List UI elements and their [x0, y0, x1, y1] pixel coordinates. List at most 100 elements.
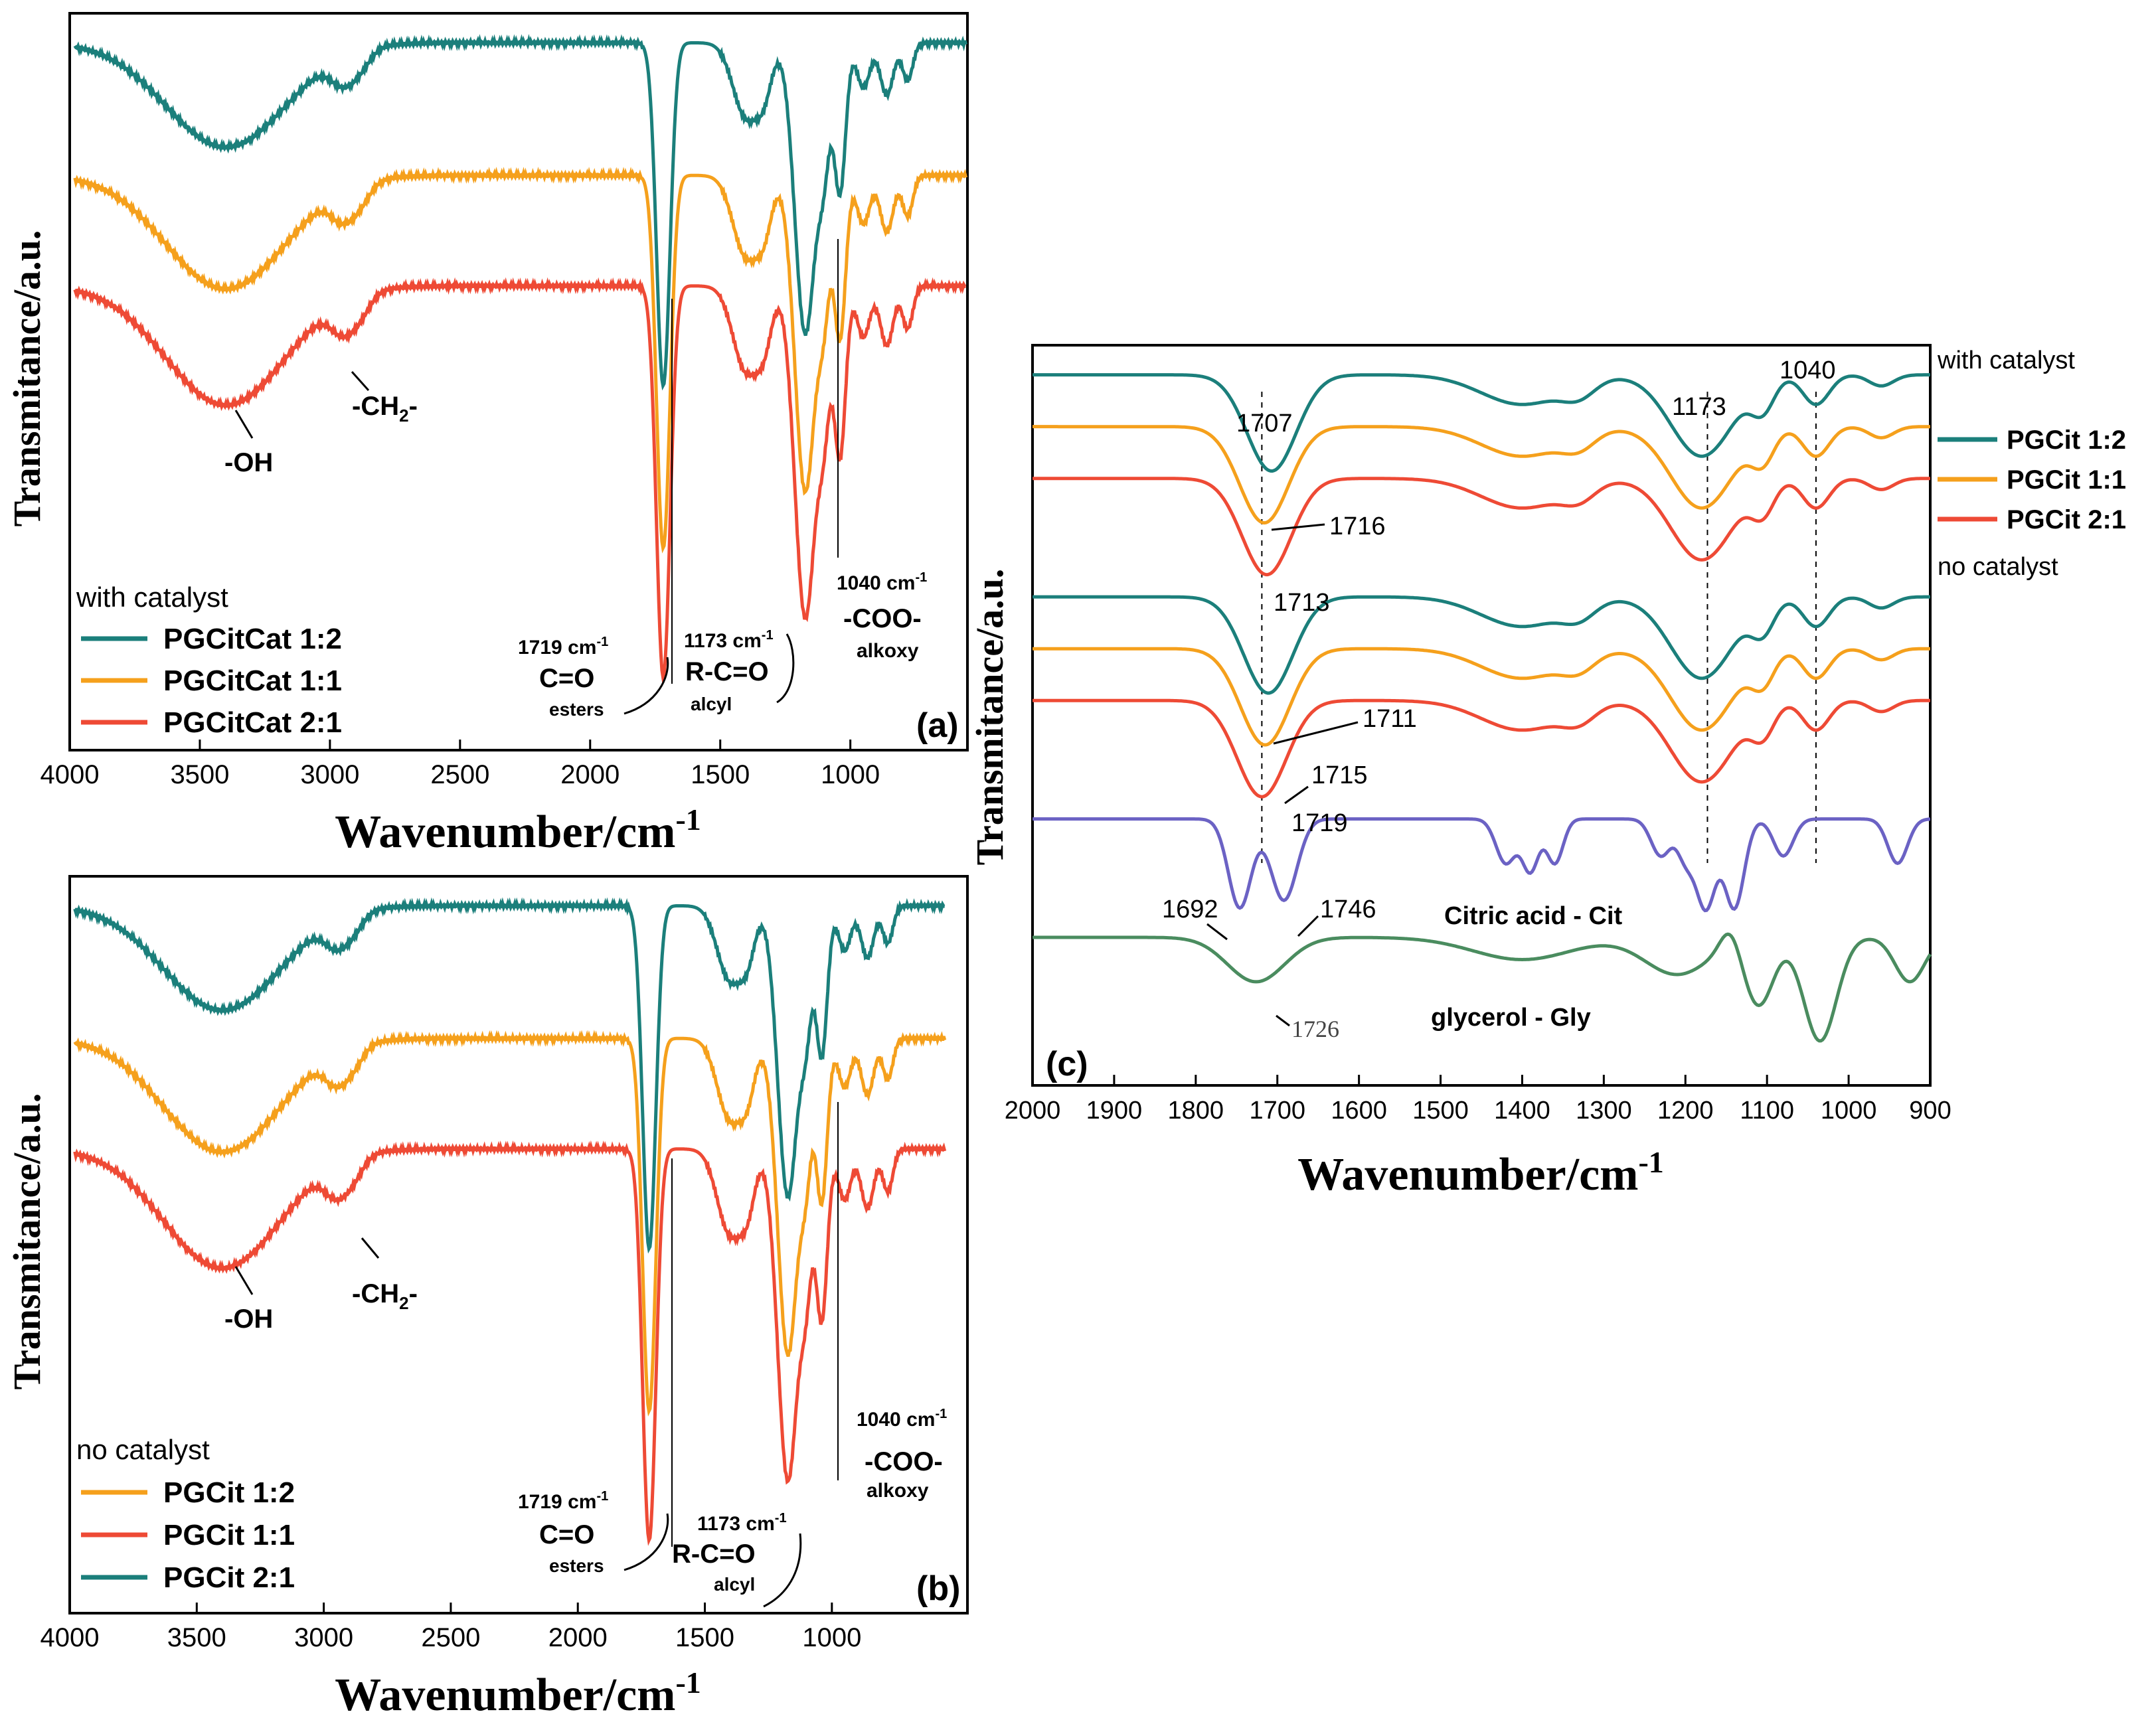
- panel-a-1173-label: 1173 cm-1: [684, 628, 774, 652]
- panel-b-legend-label-3: PGCit 2:1: [163, 1561, 295, 1594]
- panel-b-legend-3: PGCit 2:1: [81, 1561, 295, 1594]
- panel-a-legend-title: with catalyst: [76, 582, 228, 613]
- panel-b-legend-1: PGCit 1:2: [81, 1476, 295, 1509]
- panel-b-frame: [68, 875, 969, 1614]
- panel-b-1040-type: alkoxy: [867, 1480, 929, 1502]
- panel-c-x-tick-label-10: 1100: [1740, 1097, 1794, 1125]
- panel-a-series-line-2: [73, 167, 968, 554]
- panel-b-1040-label: 1040 cm-1: [857, 1407, 947, 1431]
- panel-c-guides: [1261, 392, 1817, 863]
- panel-c-series-line-8: [1033, 932, 1932, 1043]
- panel-b-series-line-1: [73, 1030, 947, 1417]
- panel-c-x-title: Wavenumber/cm-1: [1297, 1145, 1664, 1200]
- panel-c-series-line-2: [1033, 425, 1930, 525]
- panel-a-x-tick-label-1: 4000: [41, 760, 100, 789]
- panel-c-peak-1707: 1707: [1236, 410, 1293, 437]
- panel-b-series: [73, 897, 947, 1546]
- panel-c-x-tick-label-8: 1300: [1576, 1097, 1632, 1125]
- panel-c-x-tick-label-5: 1600: [1331, 1097, 1387, 1125]
- panel-b-1173-type: alcyl: [714, 1574, 755, 1595]
- panel-a-x-title: Wavenumber/cm-1: [335, 803, 701, 858]
- panel-b-y-title: Transmitance/a.u.: [5, 1093, 48, 1390]
- panel-c-peak-1716-arrow: [1271, 523, 1325, 531]
- panel-a-x-tick-label-5: 2000: [560, 760, 620, 789]
- panel-b: 4000 3500 3000 2500 2000 1500 1000 Transmitanc…: [5, 875, 969, 1721]
- panel-b-1173-arrow: [763, 1533, 802, 1608]
- panel-c-peak-1746: 1746: [1320, 896, 1376, 923]
- panel-a-series-line-3: [73, 277, 967, 683]
- panel-c-series-line-7: [1033, 817, 1931, 913]
- panel-b-x-tick-label-7: 1000: [802, 1623, 861, 1652]
- panel-c-x-tick-label-12: 900: [1909, 1097, 1951, 1125]
- panel-c-x-tick-label-11: 1000: [1821, 1097, 1877, 1125]
- panel-b-x-tick-label-5: 2000: [548, 1623, 608, 1652]
- panel-b-label: (b): [916, 1569, 960, 1608]
- panel-b-x-tick-label-2: 3500: [167, 1623, 226, 1652]
- panel-a-1173-type: alcyl: [691, 694, 732, 714]
- panel-c-peak-1711: 1711: [1363, 705, 1417, 733]
- panel-b-x-title: Wavenumber/cm-1: [335, 1666, 701, 1721]
- panel-c-peak-1713: 1713: [1274, 589, 1330, 617]
- panel-a-x-tick-label-7: 1000: [821, 760, 880, 789]
- panel-b-x-ticks: 4000 3500 3000 2500 2000 1500 1000: [41, 1603, 861, 1652]
- panel-c-legend-note: no catalyst: [1938, 553, 2058, 581]
- panel-b-legend-label-1: PGCit 1:2: [163, 1476, 295, 1509]
- panel-c-series-line-5: [1033, 647, 1930, 747]
- panel-a-x-tick-label-6: 1500: [691, 760, 750, 789]
- panel-a-x-tick-label-3: 3000: [300, 760, 359, 789]
- panel-c-peak-1692-arrow: [1206, 923, 1228, 941]
- panel-a-series: [73, 34, 968, 683]
- panel-a-1719-arrow: [623, 657, 669, 715]
- panel-a-1719-label: 1719 cm-1: [518, 635, 608, 659]
- panel-b-series-line-2: [73, 1140, 947, 1546]
- panel-c-x-tick-label-2: 1900: [1086, 1097, 1143, 1125]
- panel-c-legend-label-1: PGCit 1:2: [2007, 426, 2126, 455]
- panel-a-y-title: Transmitance/a.u.: [5, 230, 48, 527]
- panel-b-oh-label: -OH: [224, 1304, 273, 1334]
- panel-c-peak-1173: 1173: [1672, 393, 1726, 421]
- panel-c-peak-1716: 1716: [1329, 512, 1386, 540]
- panel-b-1719-arrow: [623, 1513, 669, 1571]
- panel-c-peak-1726: 1726: [1291, 1016, 1339, 1042]
- panel-c-legend-2: PGCit 1:1: [1938, 465, 2126, 495]
- panel-c-series-line-4: [1033, 595, 1930, 695]
- panel-c-peak-1726-arrow: [1276, 1014, 1290, 1027]
- panel-a-x-tick-label-4: 2500: [430, 760, 489, 789]
- panel-a-legend-label-3: PGCitCat 2:1: [163, 706, 342, 739]
- panel-a-x-tick-label-2: 3500: [170, 760, 229, 789]
- panel-b-oh-arrow: [234, 1266, 254, 1295]
- panel-b-legend-label-2: PGCit 1:1: [163, 1519, 295, 1551]
- panel-a-series-line-1: [73, 34, 968, 391]
- panel-a-ch2-label: -CH2-: [352, 392, 418, 426]
- panel-a-ch2-arrow: [351, 371, 370, 391]
- panel-b-series-line-3: [73, 897, 946, 1254]
- panel-c-x-tick-label-4: 1700: [1249, 1097, 1305, 1125]
- panel-c-legend-title: with catalyst: [1937, 347, 2075, 374]
- panel-c-peak-1715: 1715: [1311, 761, 1368, 789]
- panel-c-x-tick-label-1: 2000: [1005, 1097, 1061, 1125]
- panel-b-1719-type: esters: [549, 1555, 604, 1576]
- panel-c: 2000 1900 1800 1700 1600 1500 1400 1300 1200 1100…: [968, 344, 2126, 1200]
- panel-c-label: (c): [1046, 1045, 1088, 1083]
- panel-a-1040-type: alkoxy: [857, 640, 919, 662]
- panel-a-1040-group: -COO-: [843, 604, 922, 633]
- panel-b-1173-label: 1173 cm-1: [697, 1511, 787, 1535]
- panel-c-peak-1692: 1692: [1162, 896, 1218, 923]
- panel-a-1040-label: 1040 cm-1: [837, 570, 927, 594]
- panel-c-y-title: Transmitance/a.u.: [968, 569, 1011, 866]
- panel-c-peak-1711-arrow: [1273, 721, 1359, 745]
- panel-a-1719-group: C=O: [539, 664, 594, 693]
- panel-b-1173-group: R-C=O: [672, 1539, 756, 1569]
- panel-b-legend-2: PGCit 1:1: [81, 1519, 295, 1551]
- panel-a-oh-arrow: [234, 410, 254, 439]
- panel-c-peak-1719: 1719: [1291, 809, 1348, 837]
- panel-c-peak-1746-arrow: [1297, 915, 1319, 937]
- panel-b-1719-label: 1719 cm-1: [518, 1489, 608, 1513]
- panel-a-legend-label-2: PGCitCat 1:1: [163, 665, 342, 697]
- panel-a-legend-label-1: PGCitCat 1:2: [163, 623, 342, 655]
- panel-c-label-glycerol: glycerol - Gly: [1431, 1004, 1591, 1032]
- panel-b-x-tick-label-1: 4000: [41, 1623, 100, 1652]
- panel-a-label: (a): [916, 706, 959, 745]
- panel-c-legend-label-3: PGCit 2:1: [2007, 505, 2126, 534]
- panel-a-frame: [68, 12, 969, 751]
